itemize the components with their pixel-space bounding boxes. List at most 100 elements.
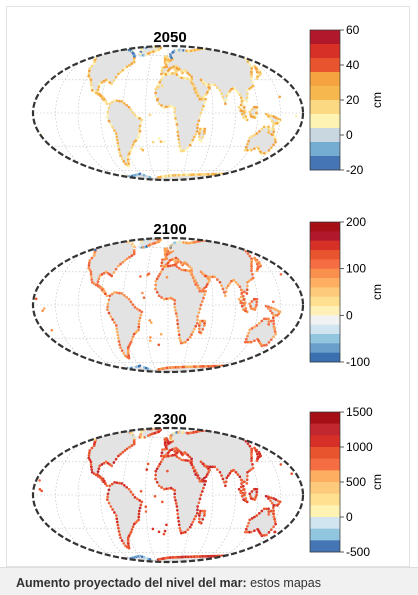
coastal-point (103, 368, 107, 371)
coastal-point (268, 541, 271, 545)
coastal-point (262, 534, 266, 537)
coastal-point (209, 83, 212, 87)
coastal-point (236, 240, 239, 244)
coastal-point (89, 83, 93, 87)
coastal-point (238, 556, 242, 560)
colorbar-outline (309, 221, 341, 363)
coastal-point (248, 254, 252, 258)
coastal-point (103, 241, 107, 244)
coastal-point (242, 498, 245, 501)
coastal-point (274, 308, 278, 311)
graticule-meridian (77, 46, 138, 180)
coastal-point (239, 301, 243, 305)
coastal-point (182, 458, 186, 462)
island-point (13, 284, 16, 287)
coastal-point (220, 430, 224, 433)
coastal-point (177, 333, 181, 337)
coastal-point (108, 484, 112, 488)
coastal-point (243, 340, 247, 344)
coastal-point (94, 91, 98, 95)
island-point (34, 297, 38, 301)
coastal-point (269, 159, 273, 163)
colorbar-unit: cm (370, 474, 384, 490)
coastal-point (196, 315, 200, 318)
coastal-point (186, 146, 190, 150)
coastal-point (169, 72, 172, 76)
coastal-point (239, 295, 243, 299)
island-point (41, 309, 44, 313)
island-point (272, 300, 275, 304)
coastal-point (103, 176, 107, 179)
coastal-point (100, 478, 104, 482)
coastal-point (197, 132, 201, 135)
island-point (157, 137, 161, 140)
panel-title: 2050 (153, 29, 186, 46)
coastal-point (126, 156, 130, 160)
coastal-point (190, 333, 193, 336)
coastal-point (245, 432, 248, 435)
coastal-point (244, 115, 248, 118)
coastal-point (100, 81, 104, 84)
island-point (29, 126, 32, 129)
coastal-point (100, 463, 104, 466)
coastal-point (254, 495, 258, 499)
graticule-meridian (145, 46, 161, 180)
coastal-point (273, 520, 277, 523)
coastal-point (234, 280, 238, 284)
coastal-point (244, 337, 248, 341)
coastal-point (240, 241, 244, 245)
coastal-point (113, 290, 116, 294)
coastal-point (162, 297, 166, 301)
coastal-point (238, 431, 242, 434)
coastal-point (92, 472, 96, 476)
island-point (162, 140, 166, 144)
coastal-point (130, 528, 134, 531)
coastal-point (196, 476, 200, 480)
coastal-point (191, 330, 195, 334)
coastal-point (188, 143, 192, 147)
coastal-point (130, 444, 134, 447)
coastal-point (272, 525, 275, 529)
coastal-point (282, 344, 286, 348)
coastal-point (106, 302, 110, 306)
coastal-point (121, 260, 125, 264)
coastal-point (96, 88, 100, 91)
coastal-point (109, 505, 113, 508)
coastal-point (180, 76, 183, 80)
coastal-point (191, 276, 195, 280)
coastal-point (90, 278, 94, 281)
coastal-point (148, 557, 152, 561)
coastal-point (96, 176, 99, 179)
coastal-point (112, 271, 116, 274)
coastal-point (242, 241, 246, 245)
panel-2100: 2100 200 100 0 -100 cm (13, 215, 384, 374)
coastal-point (100, 288, 104, 292)
coastal-point (90, 256, 94, 260)
coastal-point (93, 242, 97, 245)
coastal-point (267, 323, 271, 326)
coastal-point (110, 292, 114, 296)
coastal-point (190, 81, 194, 85)
coastal-point (240, 557, 244, 560)
coastal-point (241, 557, 245, 560)
coastal-point (256, 267, 259, 271)
island-point (271, 512, 275, 515)
coastal-point (105, 116, 109, 119)
coastal-point (109, 123, 113, 126)
coastal-point (117, 144, 120, 148)
coastal-point (255, 111, 258, 115)
island-point (165, 275, 169, 279)
coastal-point (265, 343, 268, 347)
coastal-point (260, 319, 264, 323)
coastal-point (192, 135, 196, 139)
coastal-point (204, 289, 208, 293)
coastal-point (254, 437, 258, 441)
coastal-point (132, 442, 136, 446)
coastal-point (267, 149, 271, 152)
coastal-point (130, 254, 134, 257)
coastal-point (148, 367, 152, 371)
coastal-point (175, 508, 179, 512)
coastal-point (211, 465, 214, 469)
coastal-point (114, 324, 118, 327)
coastal-point (244, 439, 248, 443)
